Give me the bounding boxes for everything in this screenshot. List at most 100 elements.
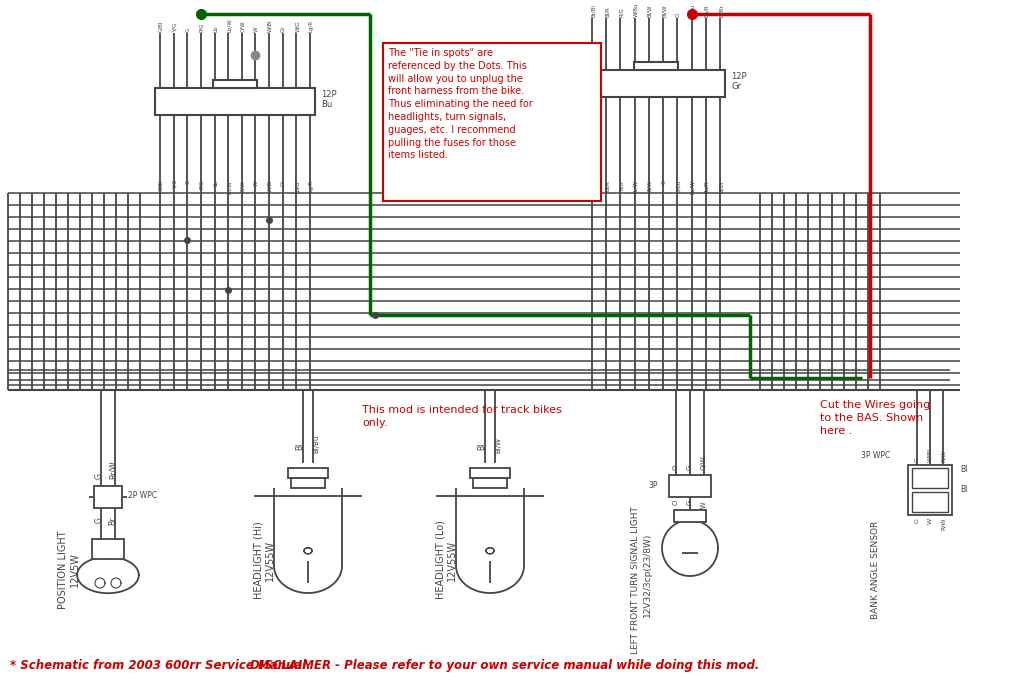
Text: DISCLAIMER - Please refer to your own service manual while doing this mod.: DISCLAIMER - Please refer to your own se… bbox=[250, 659, 760, 672]
Text: R/W: R/W bbox=[940, 449, 945, 462]
Text: BANK ANGLE SENSOR: BANK ANGLE SENSOR bbox=[870, 521, 879, 619]
Text: G/Bl: G/Bl bbox=[158, 20, 163, 32]
Text: 3P: 3P bbox=[648, 481, 658, 490]
Text: 12V32/3cp(23/8W): 12V32/3cp(23/8W) bbox=[642, 533, 651, 617]
Text: P/G: P/G bbox=[200, 22, 205, 32]
Text: Bl/Bu: Bl/Bu bbox=[313, 434, 319, 453]
Bar bbox=[912, 468, 948, 488]
Text: The "Tie in spots" are
referenced by the Dots. This
will allow you to unplug the: The "Tie in spots" are referenced by the… bbox=[388, 48, 533, 161]
Text: Bl/R: Bl/R bbox=[605, 180, 610, 191]
Text: 12V55W: 12V55W bbox=[265, 539, 275, 581]
Text: G: G bbox=[687, 500, 693, 505]
Text: Br: Br bbox=[108, 517, 118, 525]
Text: G: G bbox=[94, 517, 103, 523]
Text: Bl/Br: Bl/Br bbox=[718, 4, 723, 17]
Bar bbox=[291, 478, 325, 488]
Text: Lb/W: Lb/W bbox=[227, 180, 232, 194]
Bar bbox=[634, 62, 678, 70]
Bar bbox=[587, 70, 725, 97]
Text: W/G: W/G bbox=[295, 180, 300, 191]
Text: O: O bbox=[661, 180, 667, 185]
Text: * Schematic from 2003 600rr Service Manual.: * Schematic from 2003 600rr Service Manu… bbox=[10, 659, 311, 672]
Text: G/Bu: G/Bu bbox=[690, 4, 695, 17]
Text: G/Bl: G/Bl bbox=[158, 180, 163, 191]
Text: Bl/W: Bl/W bbox=[647, 180, 652, 193]
Text: R/G: R/G bbox=[619, 7, 624, 17]
Text: Bl: Bl bbox=[296, 443, 305, 450]
Text: Bu: Bu bbox=[321, 100, 332, 109]
Text: O: O bbox=[676, 13, 681, 17]
Text: Br/Bl: Br/Bl bbox=[591, 4, 596, 17]
Bar bbox=[288, 468, 328, 478]
Text: P/G: P/G bbox=[200, 180, 205, 189]
Text: W: W bbox=[928, 518, 933, 524]
Text: Br/W: Br/W bbox=[633, 180, 638, 193]
Bar bbox=[674, 510, 706, 522]
Text: W/Bu: W/Bu bbox=[633, 3, 638, 17]
Text: Bl/Br: Bl/Br bbox=[718, 180, 723, 193]
Text: Bu/R: Bu/R bbox=[704, 4, 709, 17]
Text: O/W: O/W bbox=[701, 456, 707, 470]
Text: Bl/W: Bl/W bbox=[495, 437, 501, 453]
Text: G: G bbox=[687, 464, 693, 470]
Text: This mod is intended for track bikes
only.: This mod is intended for track bikes onl… bbox=[362, 405, 562, 428]
Bar bbox=[92, 539, 124, 559]
Text: O/W: O/W bbox=[701, 500, 707, 515]
Text: POSITION LIGHT: POSITION LIGHT bbox=[58, 530, 68, 609]
Text: O/W: O/W bbox=[240, 20, 245, 32]
Bar bbox=[213, 80, 257, 88]
Text: Gr: Gr bbox=[731, 82, 741, 91]
Text: W: W bbox=[254, 27, 259, 32]
Bar bbox=[908, 465, 952, 515]
Text: G: G bbox=[915, 518, 920, 523]
Text: W/Bl: W/Bl bbox=[928, 447, 933, 462]
Text: Y/G: Y/G bbox=[172, 22, 177, 32]
Bar bbox=[94, 486, 122, 508]
Text: Br/Bl: Br/Bl bbox=[591, 180, 596, 193]
Text: G: G bbox=[185, 28, 190, 32]
Text: Ro/W: Ro/W bbox=[690, 180, 695, 194]
Text: W/Bl: W/Bl bbox=[267, 180, 272, 193]
Text: Bl: Bl bbox=[960, 486, 967, 494]
Text: Lb/W: Lb/W bbox=[227, 18, 232, 32]
Text: 3P WPC: 3P WPC bbox=[861, 451, 890, 460]
Bar bbox=[912, 492, 948, 512]
Text: Bu/R: Bu/R bbox=[704, 180, 709, 193]
Text: G: G bbox=[94, 473, 103, 479]
Text: Cut the Wires going
to the BAS. Shown
here .: Cut the Wires going to the BAS. Shown he… bbox=[820, 400, 930, 437]
Text: O: O bbox=[673, 500, 679, 505]
Text: Lg/R: Lg/R bbox=[309, 20, 313, 32]
Bar bbox=[155, 88, 315, 115]
Text: Gr: Gr bbox=[282, 25, 287, 32]
Text: Bl: Bl bbox=[960, 466, 967, 475]
Text: Gr: Gr bbox=[282, 180, 287, 187]
Text: G: G bbox=[185, 180, 190, 185]
Text: Bl: Bl bbox=[477, 443, 486, 450]
Bar bbox=[470, 468, 510, 478]
Bar bbox=[669, 475, 711, 497]
Text: Bl/W: Bl/W bbox=[647, 5, 652, 17]
Text: O: O bbox=[673, 464, 679, 470]
Text: 12P: 12P bbox=[731, 72, 747, 81]
Text: HEADLIGHT (Hi): HEADLIGHT (Hi) bbox=[253, 521, 263, 599]
Text: W/G: W/G bbox=[295, 20, 300, 32]
Text: R/G: R/G bbox=[619, 180, 624, 190]
Text: 12V5W: 12V5W bbox=[70, 552, 80, 588]
Text: W/Bl: W/Bl bbox=[267, 20, 272, 32]
Text: G/Bu: G/Bu bbox=[676, 180, 681, 193]
Text: Lg/R: Lg/R bbox=[309, 180, 313, 192]
Text: HEADLIGHT (Lo): HEADLIGHT (Lo) bbox=[435, 520, 445, 599]
Text: R/W: R/W bbox=[940, 518, 945, 530]
Text: W: W bbox=[254, 180, 259, 185]
Text: Br/W: Br/W bbox=[108, 460, 118, 479]
Bar bbox=[473, 478, 506, 488]
Text: Lb: Lb bbox=[213, 180, 218, 187]
Text: 12V55W: 12V55W bbox=[447, 539, 457, 581]
Text: O/W: O/W bbox=[240, 180, 245, 191]
Text: Bl/R: Bl/R bbox=[605, 6, 610, 17]
Text: Bl/W: Bl/W bbox=[661, 5, 667, 17]
Text: Y/G: Y/G bbox=[172, 180, 177, 189]
Text: 12P: 12P bbox=[321, 90, 336, 99]
Text: LEFT FRONT TURN SIGNAL LIGHT: LEFT FRONT TURN SIGNAL LIGHT bbox=[630, 506, 639, 654]
Text: 2P WPC: 2P WPC bbox=[128, 490, 157, 499]
